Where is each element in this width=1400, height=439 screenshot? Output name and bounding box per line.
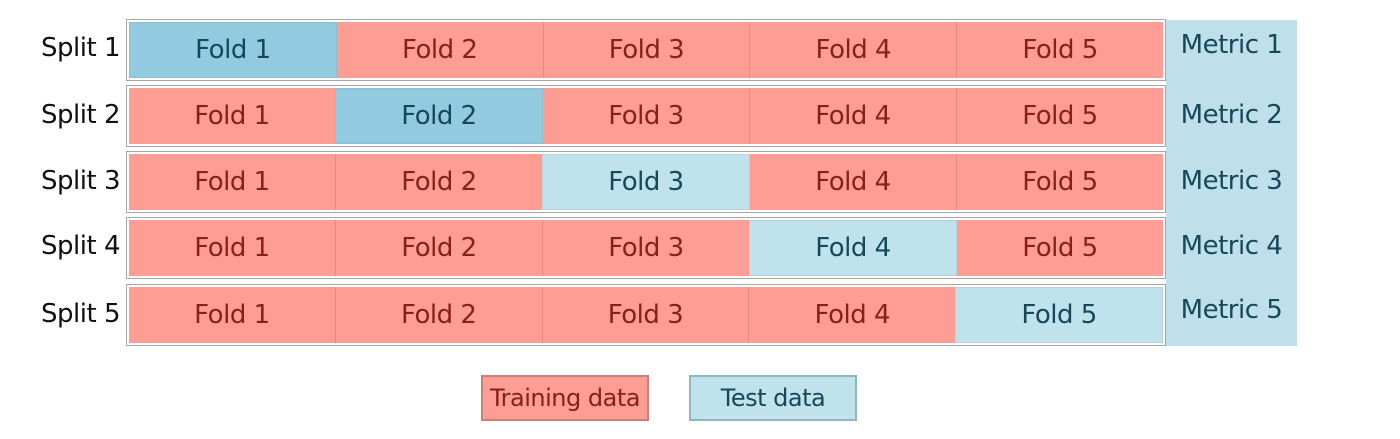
split-label: Split 4 [41, 231, 120, 261]
test-fold: Fold 3 [542, 154, 750, 210]
training-fold: Fold 3 [543, 88, 750, 144]
training-fold: Fold 3 [542, 287, 750, 343]
training-fold: Fold 2 [335, 287, 543, 343]
training-fold: Fold 1 [129, 88, 335, 144]
test-fold: Fold 2 [335, 88, 543, 144]
metric-label: Metric 4 [1180, 231, 1283, 261]
training-fold: Fold 1 [129, 220, 336, 276]
legend-training-data: Training data [481, 375, 649, 421]
training-fold: Fold 5 [957, 154, 1163, 210]
metric-label: Metric 3 [1180, 166, 1283, 196]
training-fold: Fold 3 [543, 220, 749, 276]
split-row: Fold 1 Fold 2 Fold 3 Fold 4 Fold 5 [126, 284, 1166, 346]
metric-label: Metric 1 [1180, 30, 1283, 60]
training-fold: Fold 4 [750, 22, 958, 78]
legend-training-label: Training data [490, 384, 640, 412]
training-fold: Fold 1 [129, 154, 336, 210]
training-fold: Fold 3 [543, 22, 751, 78]
training-fold: Fold 5 [957, 88, 1163, 144]
test-fold: Fold 1 [129, 22, 337, 78]
training-fold: Fold 4 [749, 287, 956, 343]
training-fold: Fold 4 [750, 154, 957, 210]
split-label: Split 5 [41, 299, 120, 329]
training-fold: Fold 1 [129, 287, 336, 343]
training-fold: Fold 5 [957, 220, 1163, 276]
metric-label: Metric 2 [1180, 100, 1283, 130]
split-row: Fold 1 Fold 2 Fold 3 Fold 4 Fold 5 [126, 19, 1166, 81]
split-label: Split 1 [41, 33, 120, 63]
split-row: Fold 1 Fold 2 Fold 3 Fold 4 Fold 5 [126, 217, 1166, 279]
test-fold: Fold 5 [955, 287, 1163, 343]
split-row: Fold 1 Fold 2 Fold 3 Fold 4 Fold 5 [126, 85, 1166, 147]
split-row: Fold 1 Fold 2 Fold 3 Fold 4 Fold 5 [126, 151, 1166, 213]
training-fold: Fold 4 [750, 88, 957, 144]
metric-label: Metric 5 [1180, 295, 1283, 325]
training-fold: Fold 2 [336, 22, 544, 78]
training-fold: Fold 5 [957, 22, 1163, 78]
training-fold: Fold 2 [336, 220, 543, 276]
test-fold: Fold 4 [749, 220, 957, 276]
training-fold: Fold 2 [336, 154, 542, 210]
split-label: Split 2 [41, 100, 120, 130]
split-label: Split 3 [41, 166, 120, 196]
legend-test-data: Test data [689, 375, 857, 421]
metric-column [1166, 20, 1297, 346]
legend-test-label: Test data [720, 384, 826, 412]
